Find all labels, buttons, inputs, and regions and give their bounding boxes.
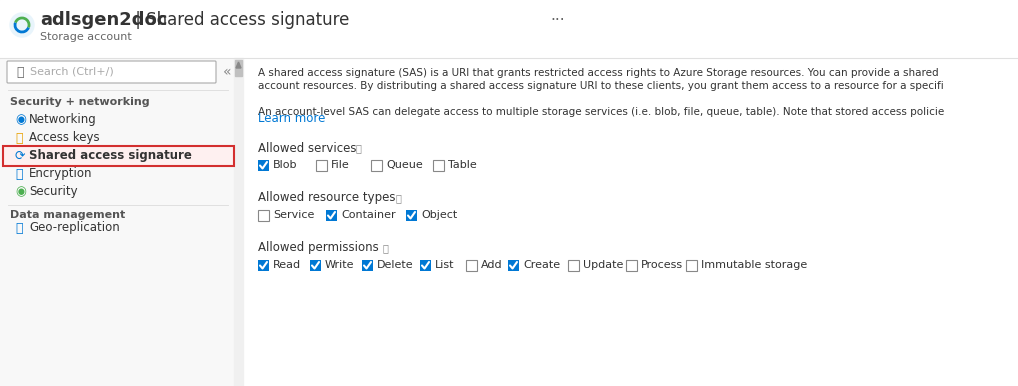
Polygon shape	[236, 62, 241, 68]
Text: | Shared access signature: | Shared access signature	[130, 11, 349, 29]
Bar	[234, 58, 243, 386]
Text: ⓘ: ⓘ	[383, 243, 389, 253]
Bar	[362, 259, 373, 271]
Text: Write: Write	[325, 260, 354, 270]
Text: Allowed permissions: Allowed permissions	[258, 242, 379, 254]
Text: List: List	[435, 260, 454, 270]
Bar	[433, 159, 444, 171]
Text: Read: Read	[273, 260, 301, 270]
Bar	[626, 259, 637, 271]
Text: An account-level SAS can delegate access to multiple storage services (i.e. blob: An account-level SAS can delegate access…	[258, 107, 945, 117]
Text: Create: Create	[523, 260, 560, 270]
Text: 🌐: 🌐	[15, 222, 22, 235]
Text: Search (Ctrl+/): Search (Ctrl+/)	[30, 67, 114, 77]
Circle shape	[10, 13, 34, 37]
Text: Add: Add	[480, 260, 503, 270]
Text: Container: Container	[341, 210, 396, 220]
Text: Queue: Queue	[386, 160, 422, 170]
Text: Storage account: Storage account	[40, 32, 131, 42]
Text: Table: Table	[448, 160, 476, 170]
Bar	[258, 210, 269, 220]
Text: Data management: Data management	[10, 210, 125, 220]
Text: Object: Object	[421, 210, 457, 220]
Text: ⓘ: ⓘ	[396, 193, 402, 203]
Bar	[686, 259, 697, 271]
Text: Networking: Networking	[29, 113, 97, 127]
Bar	[0, 0, 1018, 58]
Text: Immutable storage: Immutable storage	[701, 260, 807, 270]
Text: ◉: ◉	[15, 113, 25, 127]
Text: Process: Process	[641, 260, 683, 270]
Text: ⓘ: ⓘ	[356, 143, 361, 153]
Text: Shared access signature: Shared access signature	[29, 149, 191, 163]
Text: 🔒: 🔒	[15, 168, 22, 181]
Text: Delete: Delete	[377, 260, 413, 270]
Text: Update: Update	[583, 260, 623, 270]
Text: ◉: ◉	[15, 186, 25, 198]
Text: account resources. By distributing a shared access signature URI to these client: account resources. By distributing a sha…	[258, 81, 944, 91]
Bar	[3, 146, 234, 166]
Bar	[406, 210, 417, 220]
Text: Security: Security	[29, 186, 77, 198]
Text: Allowed resource types: Allowed resource types	[258, 191, 396, 205]
Bar	[316, 159, 327, 171]
Bar	[371, 159, 382, 171]
Text: ⟳: ⟳	[15, 149, 25, 163]
Bar	[258, 159, 269, 171]
Text: A shared access signature (SAS) is a URI that grants restricted access rights to: A shared access signature (SAS) is a URI…	[258, 68, 939, 78]
Bar	[0, 0, 240, 386]
Bar	[568, 259, 579, 271]
Text: Encryption: Encryption	[29, 168, 93, 181]
FancyBboxPatch shape	[7, 61, 216, 83]
Text: adlsgen2doc: adlsgen2doc	[40, 11, 167, 29]
Text: Blob: Blob	[273, 160, 297, 170]
Bar	[420, 259, 431, 271]
Text: Access keys: Access keys	[29, 132, 100, 144]
Bar	[310, 259, 321, 271]
Text: ···: ···	[550, 12, 565, 27]
Text: File: File	[331, 160, 350, 170]
Bar	[326, 210, 337, 220]
Text: «: «	[223, 65, 231, 79]
Bar	[3, 146, 234, 166]
Text: ⌕: ⌕	[16, 66, 23, 78]
Text: Geo-replication: Geo-replication	[29, 222, 120, 235]
Bar	[258, 259, 269, 271]
Bar	[235, 60, 242, 76]
Text: 🔑: 🔑	[15, 132, 22, 144]
Bar	[508, 259, 519, 271]
Text: Allowed services: Allowed services	[258, 142, 356, 154]
Text: Service: Service	[273, 210, 315, 220]
Bar	[466, 259, 477, 271]
Text: Learn more: Learn more	[258, 112, 326, 125]
Text: Security + networking: Security + networking	[10, 97, 150, 107]
